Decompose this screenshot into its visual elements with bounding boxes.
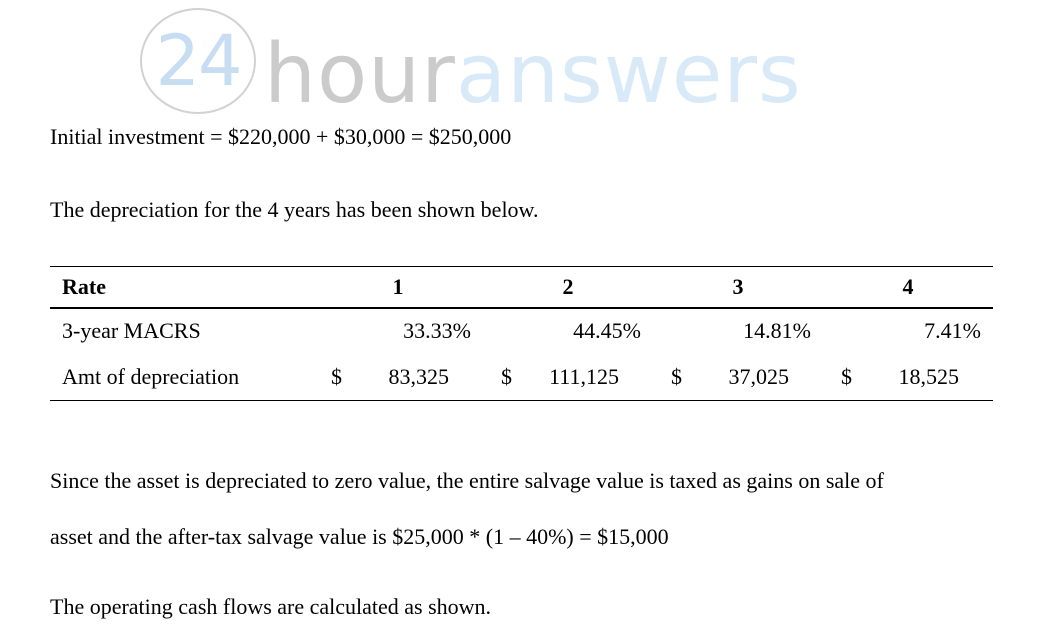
- currency-symbol: $: [501, 363, 512, 389]
- logo-24-badge: 24: [140, 8, 256, 114]
- logo-word-answers: answers: [455, 27, 802, 122]
- table-header-rate: Rate: [50, 266, 313, 309]
- paragraph-salvage-line1: Since the asset is depreciated to zero v…: [50, 468, 884, 493]
- paragraph-depreciation-intro: The depreciation for the 4 years has bee…: [50, 197, 539, 222]
- currency-symbol: $: [671, 363, 682, 389]
- macrs-rate-year-3: 14.81%: [743, 318, 811, 343]
- table-row-macrs: 3-year MACRS 33.33% 44.45% 14.81% 7.41%: [50, 308, 993, 353]
- currency-symbol: $: [331, 363, 342, 389]
- macrs-rate-year-4: 7.41%: [924, 318, 981, 343]
- table-header-year-3: 3: [653, 266, 823, 309]
- paragraph-initial-investment: Initial investment = $220,000 + $30,000 …: [50, 124, 512, 149]
- depreciation-table: Rate 1 2 3 4 3-year MACRS 33.33% 44.45% …: [50, 266, 993, 401]
- logo: 24 houranswers: [140, 8, 860, 118]
- logo-word-hour: hour: [264, 27, 456, 122]
- table-header-row: Rate 1 2 3 4: [50, 266, 993, 309]
- macrs-rate-year-2: 44.45%: [573, 318, 641, 343]
- currency-symbol: $: [841, 363, 852, 389]
- paragraph-operating-cash-flows: The operating cash flows are calculated …: [50, 594, 492, 619]
- macrs-rate-year-1: 33.33%: [403, 318, 471, 343]
- depreciation-amount-year-2: 111,125: [549, 363, 619, 389]
- depreciation-amount-year-1: 83,325: [388, 363, 450, 389]
- logo-wordmark: houranswers: [264, 34, 802, 116]
- table-row-depreciation-amount: Amt of depreciation $ 83,325 $ 111,125 $…: [50, 353, 993, 401]
- logo-badge-text: 24: [155, 20, 242, 102]
- depreciation-amount-year-4: 18,525: [898, 363, 960, 389]
- table-header-year-4: 4: [823, 266, 993, 309]
- row-label-macrs: 3-year MACRS: [62, 318, 201, 343]
- table-header-year-2: 2: [483, 266, 653, 309]
- table-header-year-1: 1: [313, 266, 483, 309]
- depreciation-amount-year-3: 37,025: [728, 363, 790, 389]
- paragraph-salvage-line2: asset and the after-tax salvage value is…: [50, 524, 669, 549]
- row-label-depreciation-amount: Amt of depreciation: [62, 363, 240, 389]
